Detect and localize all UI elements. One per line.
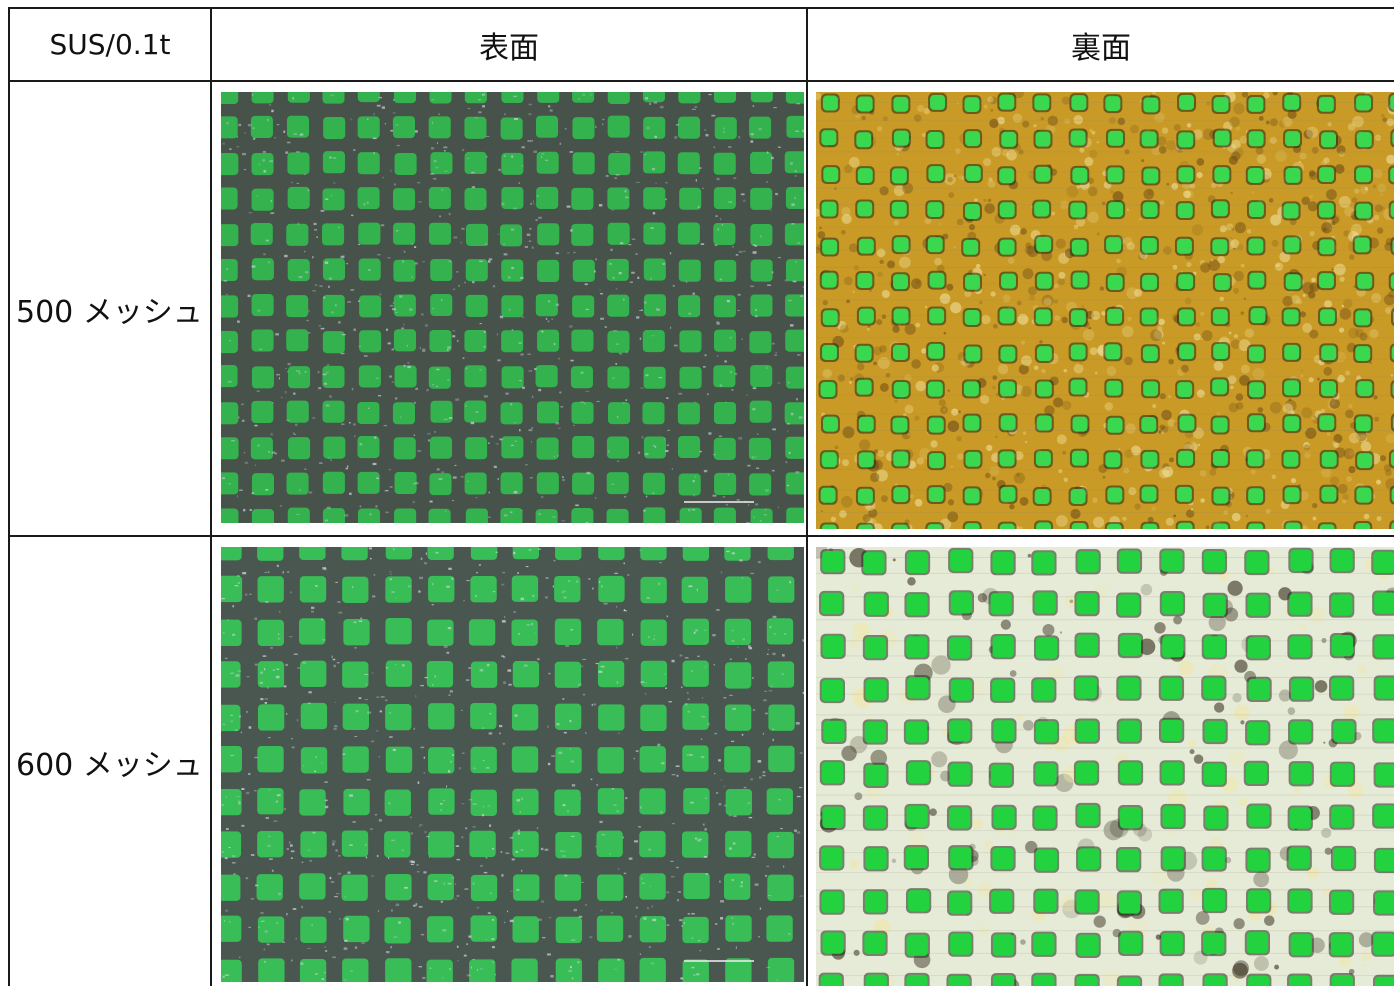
column-header-front-label: 表面 <box>479 30 539 66</box>
corner-header-cell: SUS/0.1t <box>10 9 210 80</box>
micrograph-500-back <box>816 92 1394 529</box>
table-border-top <box>8 7 1394 9</box>
corner-header-label: SUS/0.1t <box>49 28 171 61</box>
micrograph-image <box>816 92 1394 529</box>
column-header-back: 裏面 <box>808 9 1394 80</box>
column-header-front: 表面 <box>212 9 806 80</box>
micrograph-image <box>221 92 804 523</box>
column-header-back-label: 裏面 <box>1071 30 1131 66</box>
table-border-left <box>8 7 10 986</box>
row-label-500-mesh: 500 メッシュ <box>16 294 203 330</box>
row-label-cell-600: 600 メッシュ <box>10 537 210 986</box>
row-label-cell-500: 500 メッシュ <box>10 82 210 535</box>
micrograph-image <box>816 547 1394 986</box>
micrograph-600-front <box>221 547 804 982</box>
micrograph-image <box>221 547 804 982</box>
table-col-divider-2 <box>806 7 808 986</box>
table-row-divider <box>8 535 1394 537</box>
row-label-600-mesh: 600 メッシュ <box>16 747 203 783</box>
micrograph-500-front <box>221 92 804 523</box>
table-header-divider <box>8 80 1394 82</box>
micrograph-600-back <box>816 547 1394 986</box>
table-col-divider-1 <box>210 7 212 986</box>
